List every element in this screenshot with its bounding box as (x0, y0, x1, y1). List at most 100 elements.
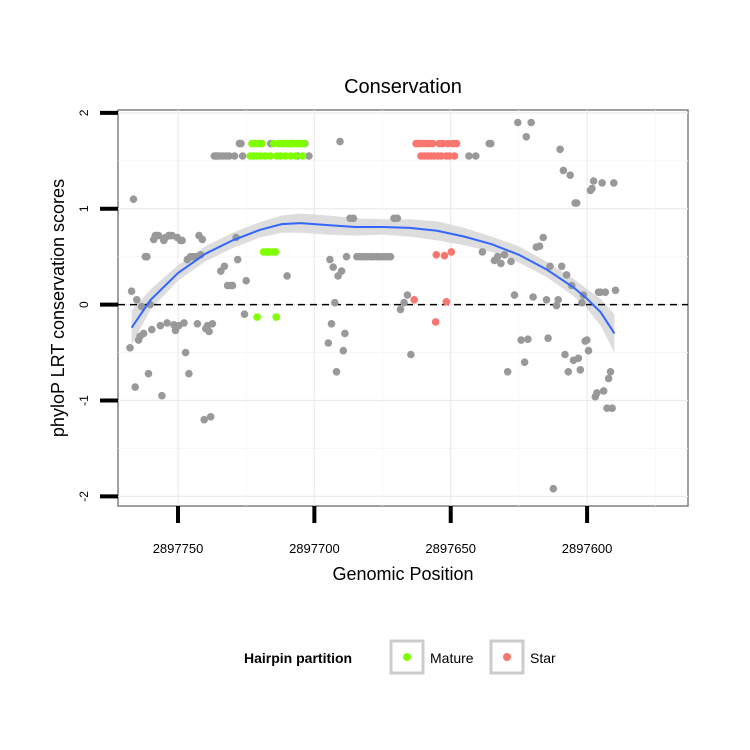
data-point-other (472, 152, 480, 160)
data-point-other (566, 171, 574, 179)
data-point-mature (298, 152, 307, 160)
data-point-other (403, 291, 412, 299)
data-point-other (327, 320, 336, 328)
data-point-other (561, 350, 569, 359)
data-point-other (339, 346, 348, 355)
data-point-other (497, 259, 505, 268)
x-tick-label: 2897600 (562, 541, 613, 556)
legend: Hairpin partition Mature Star (244, 639, 556, 675)
data-point-other (326, 255, 334, 264)
data-point-other (208, 320, 217, 328)
x-axis-label: Genomic Position (332, 564, 473, 584)
data-point-other (386, 252, 395, 261)
data-point-star (428, 139, 437, 148)
legend-marker-mature (403, 653, 411, 661)
data-point-other (206, 413, 215, 421)
data-point-other (522, 133, 531, 141)
data-point-mature (266, 152, 275, 160)
data-point-other (331, 298, 339, 307)
data-point-other (237, 139, 245, 148)
data-point-mature (269, 139, 278, 148)
y-tick-label: 2 (77, 109, 91, 116)
data-point-other (527, 118, 535, 127)
data-point-other (240, 310, 249, 319)
data-point-other (148, 325, 156, 334)
data-point-other (228, 281, 237, 290)
data-point-other (205, 327, 213, 336)
data-point-other (180, 319, 188, 327)
data-point-other (524, 335, 532, 344)
points-layer (126, 118, 620, 493)
data-point-other (510, 291, 519, 299)
data-point-other (143, 252, 151, 261)
data-point-other (242, 276, 250, 285)
legend-label-star: Star (530, 650, 556, 666)
confidence-band (131, 213, 615, 353)
data-point-other (127, 287, 136, 296)
data-point-other (564, 368, 573, 376)
data-point-other (549, 484, 558, 493)
y-tick-label: 1 (77, 205, 91, 212)
data-point-other (578, 298, 586, 307)
data-point-other (337, 267, 346, 275)
data-point-other (493, 252, 502, 261)
y-axis-label: phyloP LRT conservation scores (48, 179, 68, 437)
data-point-other (608, 404, 616, 413)
data-point-other (535, 242, 544, 250)
data-point-other (407, 350, 415, 359)
data-point-mature (253, 313, 261, 321)
data-point-mature (272, 313, 281, 321)
data-point-other (329, 263, 338, 272)
data-point-star (450, 152, 459, 160)
data-point-other (507, 257, 515, 266)
data-point-other (503, 368, 512, 376)
data-point-other (198, 235, 207, 244)
data-point-other (185, 369, 193, 378)
data-point-other (238, 152, 247, 160)
y-tick-label: -1 (77, 395, 91, 406)
data-point-other (342, 252, 351, 261)
data-point-other (230, 152, 239, 160)
smooth-line (130, 222, 616, 334)
data-point-star (440, 251, 449, 260)
data-point-other (574, 354, 583, 363)
data-point-other (154, 231, 163, 240)
data-point-other (562, 271, 571, 279)
data-point-other (599, 387, 608, 395)
data-point-other (193, 320, 202, 328)
data-point-mature (258, 139, 266, 148)
data-point-other (341, 329, 349, 338)
data-point-star (442, 298, 451, 306)
data-point-other (396, 305, 405, 314)
data-point-other (305, 152, 313, 160)
data-point-star (437, 152, 446, 160)
legend-marker-star (503, 653, 511, 661)
y-axis: -2 -1 0 1 2 (77, 109, 118, 502)
data-point-other (544, 334, 552, 343)
data-point-other (514, 118, 522, 127)
smooth-line-layer (130, 222, 616, 334)
data-point-other (139, 329, 148, 338)
data-point-other (606, 368, 615, 376)
data-point-other (546, 262, 554, 271)
data-point-other (500, 251, 509, 259)
data-point-mature (291, 152, 300, 160)
data-point-other (487, 139, 495, 148)
data-point-other (552, 301, 561, 310)
data-point-other (158, 391, 166, 400)
data-point-other (517, 336, 525, 344)
data-point-other (520, 358, 529, 367)
data-point-star (410, 296, 419, 304)
data-point-other (554, 296, 562, 304)
data-point-other (604, 374, 613, 383)
data-point-mature (271, 248, 280, 256)
data-point-other (129, 195, 138, 203)
plot-panel (117, 109, 689, 507)
data-point-other (539, 233, 547, 242)
y-tick-label: 0 (77, 301, 91, 308)
legend-title: Hairpin partition (244, 650, 352, 666)
data-point-other (283, 272, 291, 280)
data-point-other (465, 152, 473, 160)
data-point-other (220, 262, 229, 271)
